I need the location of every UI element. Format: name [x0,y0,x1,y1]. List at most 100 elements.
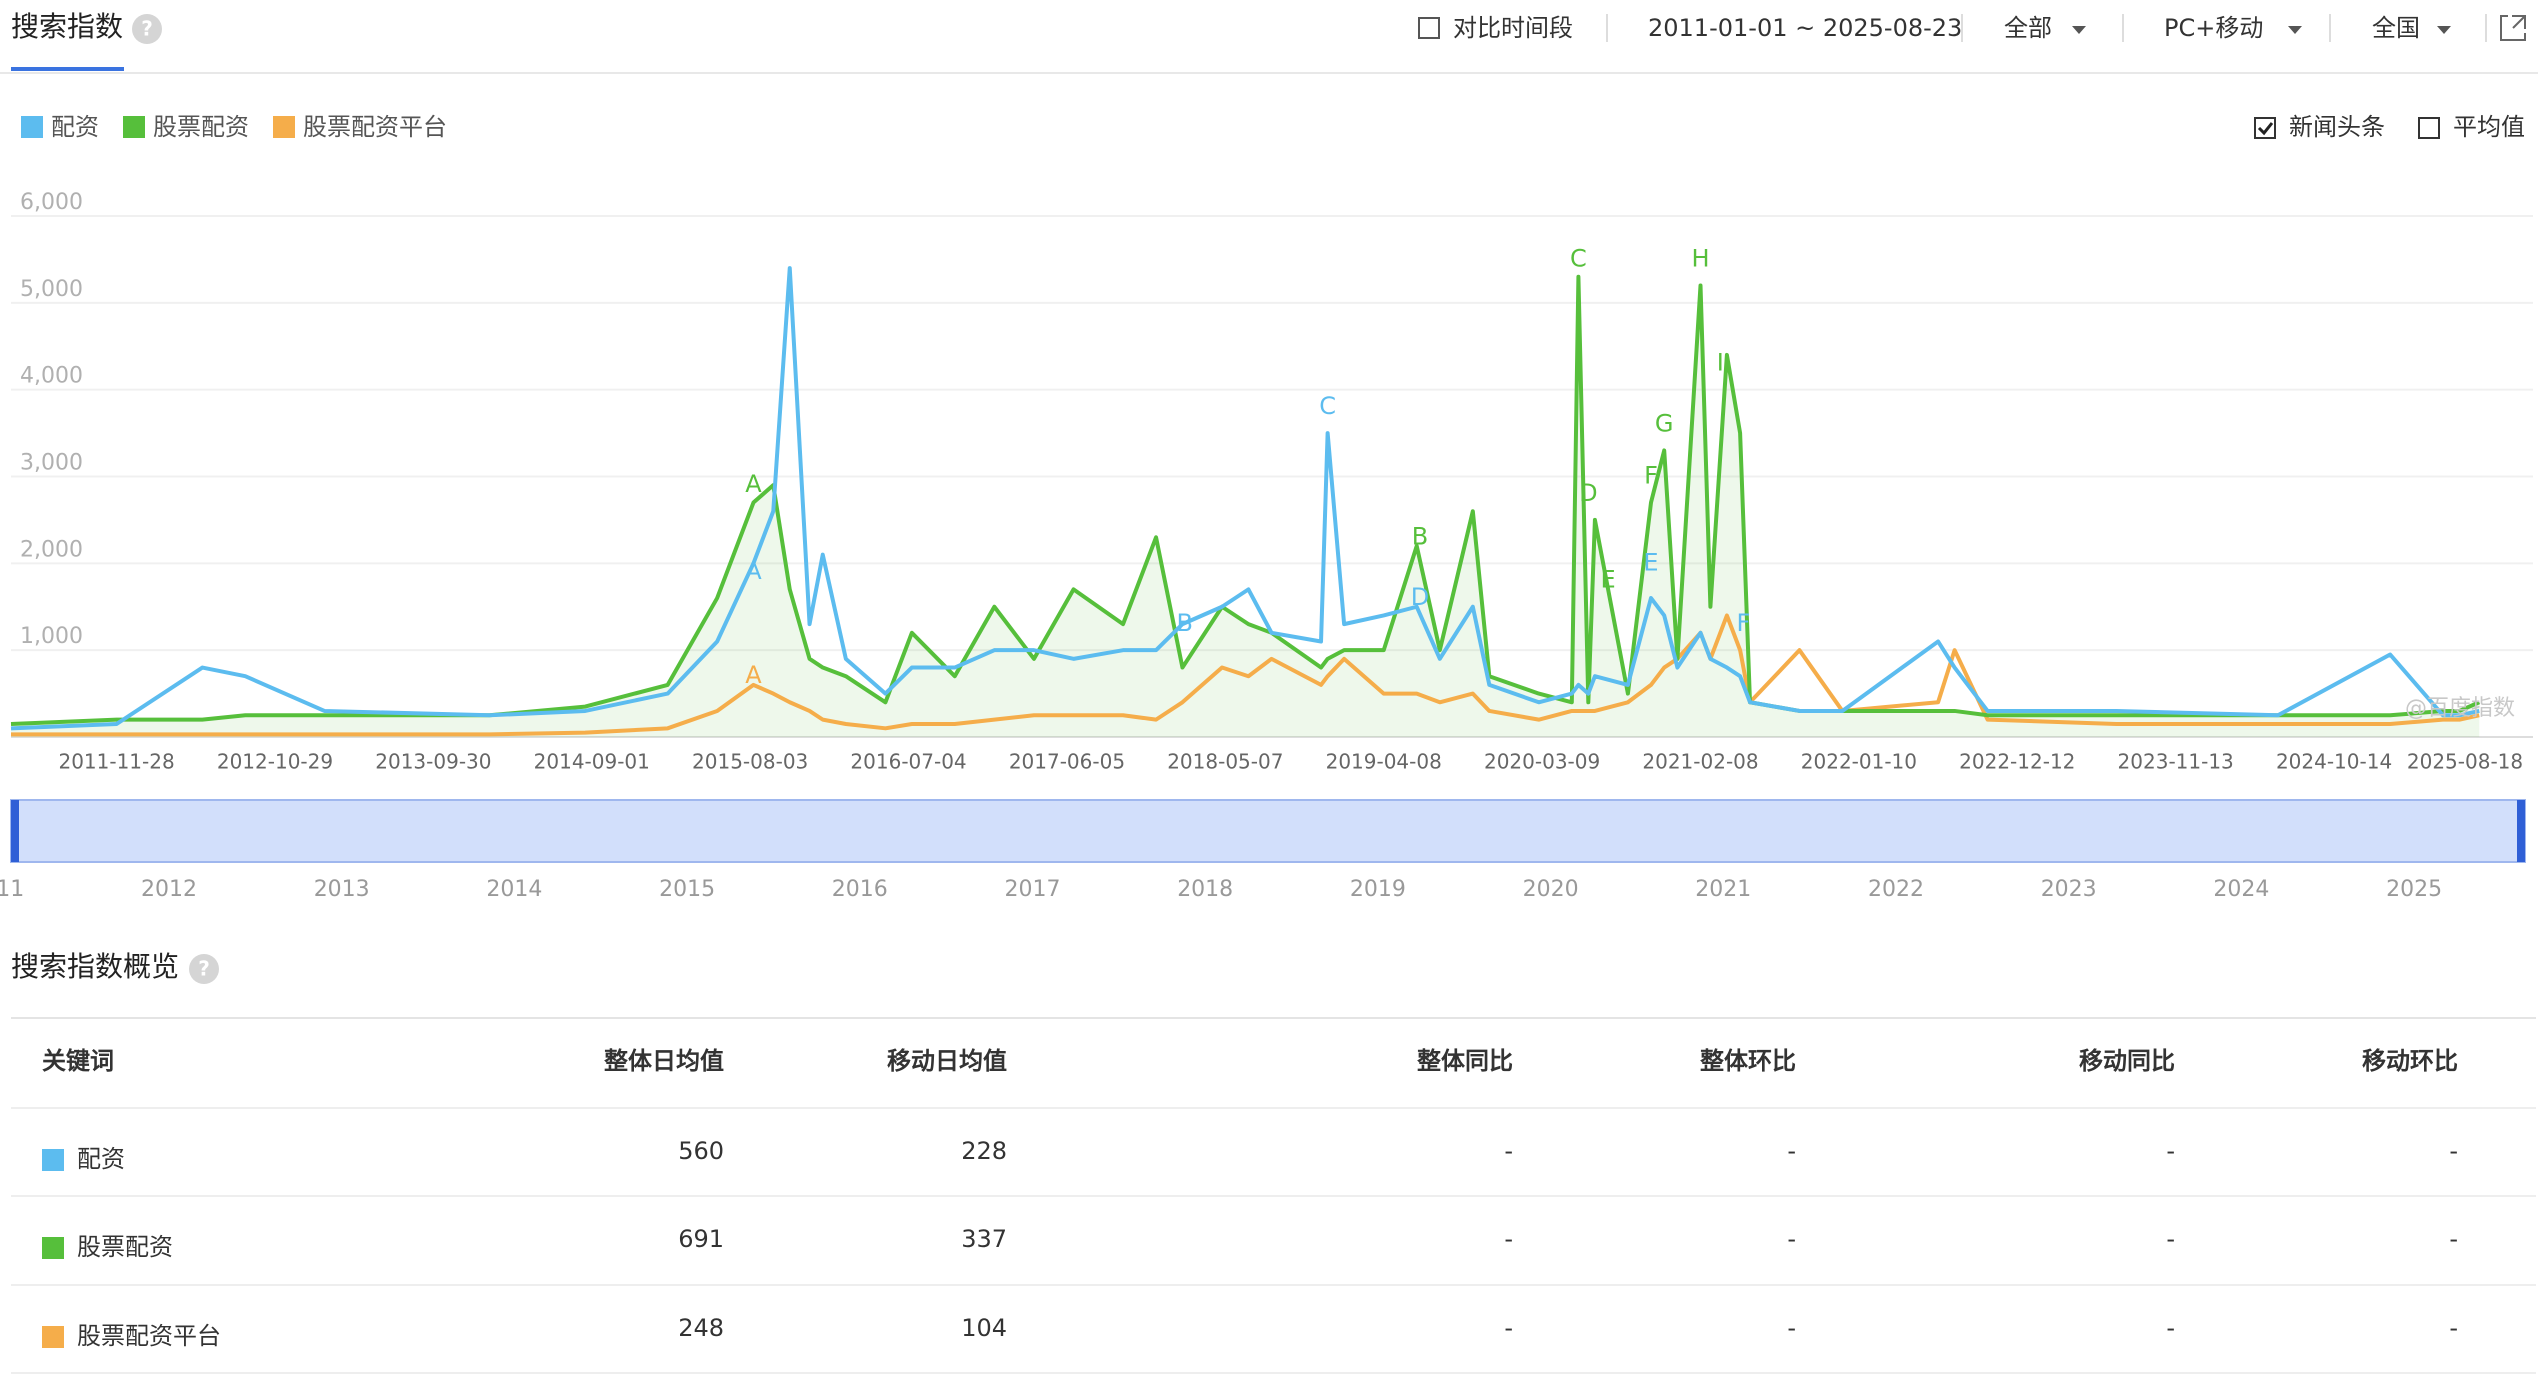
navigator-tick-label: 2019 [1350,877,1406,902]
annotation[interactable]: C [1319,392,1336,420]
overview-title: 搜索指数概览 [11,950,179,983]
annotation[interactable]: B [1412,522,1428,550]
x-tick-label: 2022-12-12 [1959,750,2075,774]
navigator-tick-label: 2013 [314,877,370,902]
export-icon[interactable] [2500,15,2526,41]
annotation[interactable]: F [1736,609,1750,637]
annotation[interactable]: C [1570,244,1587,272]
y-tick-label: 6,000 [20,190,83,215]
annotation[interactable]: B [1177,609,1193,637]
y-tick-label: 1,000 [20,624,83,649]
line [11,613,2480,737]
table-cell: - [2166,1137,2175,1165]
annotation[interactable]: G [1655,409,1674,437]
y-tick-label: 5,000 [20,277,83,302]
y-tick-label: 4,000 [20,364,83,389]
annotation[interactable]: E [1643,548,1658,576]
table-cell: 248 [678,1314,724,1342]
compare-checkbox[interactable] [1418,17,1440,39]
table-cell: - [2166,1314,2175,1342]
x-tick-label: 2012-10-29 [217,750,333,774]
table-header: 整体日均值 [604,1047,724,1075]
table-cell: - [2449,1137,2458,1165]
page-title: 搜索指数 [11,10,123,43]
navigator-handle[interactable] [11,800,19,862]
legend-label: 股票配资 [153,113,249,141]
table-header: 整体同比 [1417,1047,1513,1075]
keyword-swatch [42,1326,64,1348]
annotation[interactable]: A [745,470,762,498]
help-icon[interactable] [189,954,219,984]
navigator-tick-label: 2014 [486,877,542,902]
watermark: @百度指数 [2405,696,2515,721]
chart-options: 新闻头条 平均值 [2254,113,2525,141]
dropdown-arrow[interactable] [2072,26,2086,34]
option-check [2257,122,2274,136]
annotation[interactable]: F [1644,462,1658,490]
navigator-tick-label: 2020 [1523,877,1579,902]
x-tick-label: 2014-09-01 [534,750,650,774]
device-select[interactable]: PC+移动 [2164,14,2263,42]
navigator-handle[interactable] [2517,800,2525,862]
keyword-swatch [42,1149,64,1171]
x-tick-label: 2025-08-18 [2407,750,2523,774]
table-cell: 337 [961,1225,1007,1253]
navigator-tick-label: 2016 [832,877,888,902]
area [11,276,2480,737]
annotation[interactable]: I [1717,349,1724,377]
table-cell: - [1787,1314,1796,1342]
table-cell: 104 [961,1314,1007,1342]
annotation[interactable]: E [1601,566,1616,594]
table-cell: - [1504,1225,1513,1253]
keyword-swatch [42,1237,64,1259]
annotation[interactable]: A [745,557,762,585]
table-header: 移动同比 [2079,1047,2175,1075]
x-tick-label: 2023-11-13 [2118,750,2234,774]
y-tick-label: 2,000 [20,537,83,562]
help-icon-mark: ? [141,17,153,41]
scope-select[interactable]: 全部 [2004,14,2052,42]
x-tick-label: 2021-02-08 [1642,750,1758,774]
navigator-tick-label: 2011 [0,877,24,902]
help-icon-mark: ? [198,957,210,981]
annotation[interactable]: D [1411,583,1429,611]
x-tick-label: 2011-11-28 [58,750,174,774]
dropdown-arrow[interactable] [2437,26,2451,34]
legend-label: 股票配资平台 [303,113,447,141]
navigator-tick-label: 2017 [1005,877,1061,902]
table-header: 移动环比 [2362,1047,2458,1075]
option-label[interactable]: 新闻头条 [2289,113,2385,141]
table-cell: - [2449,1314,2458,1342]
annotation[interactable]: H [1691,244,1709,272]
x-tick-label: 2022-01-10 [1801,750,1917,774]
table-cell: - [2449,1225,2458,1253]
table-cell: - [1504,1137,1513,1165]
legend-swatch [273,116,295,138]
x-tick-label: 2024-10-14 [2276,750,2392,774]
dropdown-arrow[interactable] [2288,26,2302,34]
table-header: 整体环比 [1700,1047,1796,1075]
option-checkbox[interactable] [2254,117,2276,139]
table-header: 关键词 [42,1047,114,1075]
annotation[interactable]: A [745,661,762,689]
help-icon[interactable] [132,14,162,44]
table-cell: - [1787,1137,1796,1165]
y-tick-label: 3,000 [20,451,83,476]
table-cell: - [1787,1225,1796,1253]
date-range[interactable]: 2011-01-01 ~ 2025-08-23 [1648,14,1962,42]
table-cell: 560 [678,1137,724,1165]
option-checkbox[interactable] [2418,117,2440,139]
region-select[interactable]: 全国 [2372,14,2420,42]
legend-swatch [21,116,43,138]
x-tick-label: 2016-07-04 [850,750,966,774]
compare-label[interactable]: 对比时间段 [1453,14,1573,42]
annotation[interactable]: D [1579,479,1597,507]
table-cell: 228 [961,1137,1007,1165]
navigator-tick-label: 2018 [1177,877,1233,902]
tab-underline [11,67,124,71]
table-cell: - [2166,1225,2175,1253]
line [10,266,2480,731]
navigator[interactable] [10,799,2526,863]
legend-swatch [123,116,145,138]
option-label[interactable]: 平均值 [2453,113,2525,141]
